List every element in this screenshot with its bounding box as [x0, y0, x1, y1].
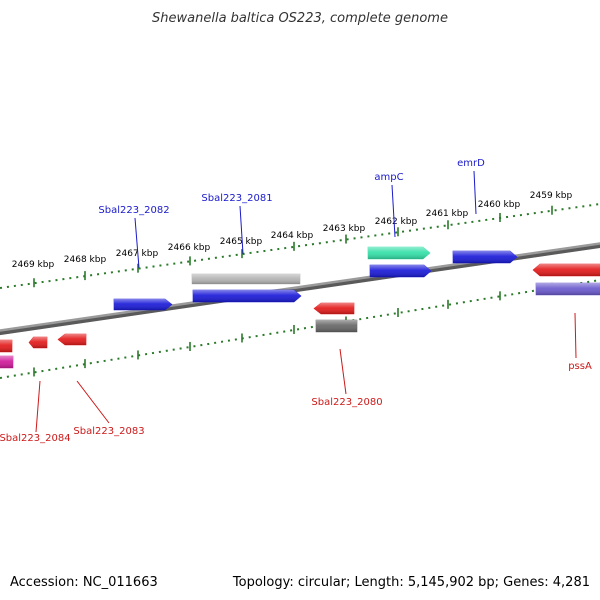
gene-block-sbal223-2083-shade: [58, 334, 86, 345]
gene-label-forward: emrD: [457, 158, 485, 169]
gene-label-forward: ampC: [374, 172, 403, 183]
scale-tick-label: 2460 kbp: [478, 200, 521, 210]
gene-label-forward: Sbal223_2082: [98, 205, 169, 216]
gene-leader-line: [134, 217, 140, 269]
gene-block-left-magenta-shade: [0, 356, 13, 368]
gene-block-sbal223-2080-shade: [314, 303, 354, 314]
accession-text: Accession: NC_011663: [10, 575, 158, 590]
gene-leader-line: [473, 170, 477, 215]
scale-tick-label: 2463 kbp: [323, 224, 366, 234]
map-body: [0, 242, 600, 336]
upper-scale: 2469 kbp 2468 kbp 2467 kbp 2466 kbp 2465 kbp…: [0, 191, 600, 289]
gene-block-sbal223-2081-top-shade: [192, 274, 300, 284]
scale-tick-label: 2461 kbp: [426, 209, 469, 219]
scale-tick-label: 2462 kbp: [375, 217, 418, 227]
genome-summary-text: Topology: circular; Length: 5,145,902 bp…: [232, 575, 590, 590]
gene-block-left-red-shade: [0, 340, 12, 352]
scale-tick-label: 2466 kbp: [168, 243, 211, 253]
gene-leader-line: [391, 184, 396, 238]
gene-label-reverse: pssA: [568, 361, 592, 372]
gene-leader-line: [574, 312, 577, 359]
page-title: Shewanella baltica OS223, complete genom…: [152, 11, 448, 26]
gene-leader-line: [76, 380, 110, 424]
scale-tick-label: 2459 kbp: [530, 191, 573, 201]
scale-tick-label: 2468 kbp: [64, 255, 107, 265]
gene-label-forward: Sbal223_2081: [201, 193, 272, 204]
lower-scale: [0, 279, 600, 379]
gene-block-ampc-top-shade: [368, 247, 430, 259]
gene-leader-line: [339, 348, 347, 395]
gene-block-ampc-shade: [370, 265, 431, 277]
gene-block-right-purple-shade: [536, 283, 600, 295]
lower-dotted-track: [0, 279, 600, 379]
gene-blocks: [0, 246, 600, 369]
scale-tick-label: 2465 kbp: [220, 237, 263, 247]
gene-block-right-red-shade: [533, 264, 600, 276]
gene-leader-line: [239, 205, 244, 255]
gene-labels: Sbal223_2082 Sbal223_2081 ampC emrD Sbal223_…: [0, 158, 592, 444]
scale-tick-label: 2467 kbp: [116, 249, 159, 259]
gene-label-reverse: Sbal223_2084: [0, 433, 71, 444]
scale-tick-label: 2464 kbp: [271, 231, 314, 241]
scale-tick-label: 2469 kbp: [12, 260, 55, 270]
gene-block-sbal223-2080-gray-shade: [316, 320, 357, 332]
gene-label-reverse: Sbal223_2080: [311, 397, 382, 408]
backbone-shadow: [0, 242, 600, 336]
gene-label-reverse: Sbal223_2083: [73, 426, 144, 437]
gene-leader-line: [35, 380, 41, 433]
gene-block-sbal223-2081-shade: [193, 290, 301, 302]
backbone-line: [0, 242, 600, 332]
gene-block-sbal223-2084-shade: [29, 337, 47, 348]
gene-block-emrd-shade: [453, 251, 517, 263]
gene-block-sbal223-2082-shade: [114, 299, 172, 310]
